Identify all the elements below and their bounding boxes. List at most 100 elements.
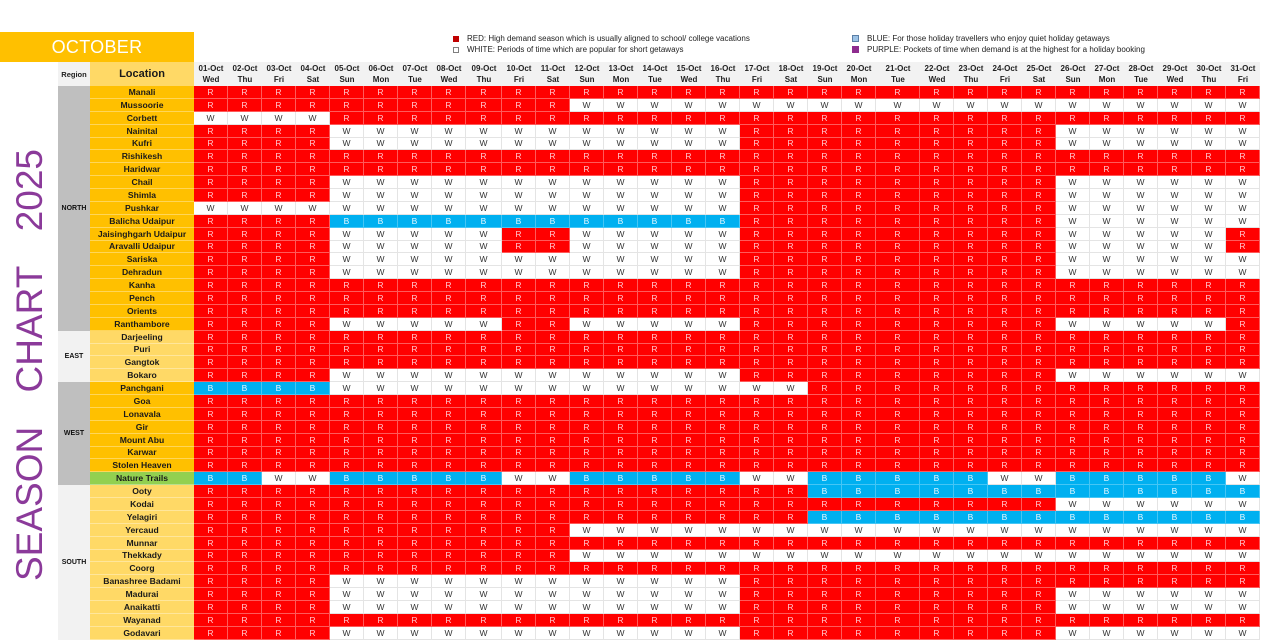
season-cell: R [194, 356, 228, 370]
season-cell: R [194, 253, 228, 267]
season-cell: W [502, 369, 536, 383]
season-cell: W [1226, 176, 1260, 189]
season-cell: R [740, 124, 774, 138]
season-cell: B [604, 472, 638, 486]
season-cell: R [536, 317, 570, 331]
season-cell: W [1226, 266, 1260, 280]
season-cell: R [364, 459, 398, 473]
season-cell: B [1192, 472, 1226, 486]
season-cell: R [570, 395, 604, 408]
season-cell: R [1192, 420, 1226, 434]
season-cell: R [954, 227, 988, 241]
season-cell: R [876, 201, 920, 215]
season-cell: R [876, 266, 920, 280]
season-cell: W [638, 523, 672, 537]
season-cell: R [296, 510, 330, 524]
location-cell: Jaisinghgarh Udaipur [90, 227, 194, 241]
season-cell: R [536, 98, 570, 112]
season-cell: W [706, 317, 740, 331]
season-cell: W [604, 201, 638, 215]
season-cell: W [570, 266, 604, 280]
location-cell: Pench [90, 292, 194, 305]
season-cell: R [876, 498, 920, 511]
season-cell: R [604, 163, 638, 177]
season-cell: B [466, 214, 502, 228]
season-cell: R [988, 613, 1022, 627]
season-cell: R [876, 150, 920, 164]
season-cell: R [954, 536, 988, 550]
season-cell: W [364, 189, 398, 202]
season-cell: R [1090, 111, 1124, 125]
legend-red: RED: High demand season which is usually… [453, 33, 750, 44]
season-cell: W [672, 253, 706, 267]
season-cell: R [808, 407, 842, 421]
season-cell: W [1158, 601, 1192, 614]
season-cell: W [1226, 189, 1260, 202]
date-header: 10-Oct Fri [502, 62, 536, 86]
season-cell: R [1192, 407, 1226, 421]
season-cell: R [604, 433, 638, 447]
season-cell: R [1192, 575, 1226, 589]
season-cell: R [228, 330, 262, 344]
season-cell: R [920, 588, 954, 601]
season-cell: W [1056, 214, 1090, 228]
season-cell: W [1192, 201, 1226, 215]
season-cell: R [330, 562, 364, 576]
season-cell: R [228, 98, 262, 112]
season-cell: R [194, 292, 228, 305]
season-cell: R [1192, 562, 1226, 576]
season-cell: R [808, 304, 842, 318]
season-cell: R [672, 446, 706, 460]
season-cell: R [330, 163, 364, 177]
season-cell: W [672, 588, 706, 601]
season-cell: R [1192, 292, 1226, 305]
season-cell: R [1158, 459, 1192, 473]
season-cell: W [842, 523, 876, 537]
location-cell: Stolen Heaven [90, 459, 194, 473]
season-cell: R [988, 137, 1022, 151]
season-cell: W [466, 137, 502, 151]
season-cell: R [920, 433, 954, 447]
season-cell: W [536, 124, 570, 138]
season-cell: W [672, 124, 706, 138]
season-cell: R [194, 433, 228, 447]
season-cell: W [432, 253, 466, 267]
season-cell: B [1226, 485, 1260, 498]
season-cell: W [296, 472, 330, 486]
season-cell: R [364, 98, 398, 112]
season-cell: R [876, 382, 920, 395]
season-cell: W [604, 266, 638, 280]
season-cell: R [1158, 150, 1192, 164]
season-cell: R [1022, 330, 1056, 344]
season-cell: R [808, 446, 842, 460]
season-cell: W [364, 240, 398, 254]
season-cell: W [920, 549, 954, 563]
season-cell: R [228, 536, 262, 550]
season-cell: W [1056, 137, 1090, 151]
season-cell: R [502, 459, 536, 473]
season-cell: W [842, 98, 876, 112]
season-cell: R [1022, 176, 1056, 189]
season-cell: R [432, 86, 466, 99]
season-cell: R [570, 498, 604, 511]
season-cell: R [398, 562, 432, 576]
season-cell: R [432, 562, 466, 576]
season-cell: R [954, 266, 988, 280]
season-cell: R [604, 407, 638, 421]
season-cell: R [954, 124, 988, 138]
season-cell: R [194, 549, 228, 563]
season-cell: R [1022, 240, 1056, 254]
season-cell: R [364, 613, 398, 627]
season-cell: W [1226, 523, 1260, 537]
date-header: 15-Oct Wed [672, 62, 706, 86]
season-cell: R [1022, 189, 1056, 202]
season-cell: R [228, 523, 262, 537]
season-cell: R [466, 395, 502, 408]
season-cell: R [330, 111, 364, 125]
season-cell: R [604, 86, 638, 99]
season-cell: R [1226, 420, 1260, 434]
season-cell: W [364, 124, 398, 138]
season-cell: W [706, 124, 740, 138]
season-cell: W [432, 601, 466, 614]
season-cell: W [1226, 588, 1260, 601]
